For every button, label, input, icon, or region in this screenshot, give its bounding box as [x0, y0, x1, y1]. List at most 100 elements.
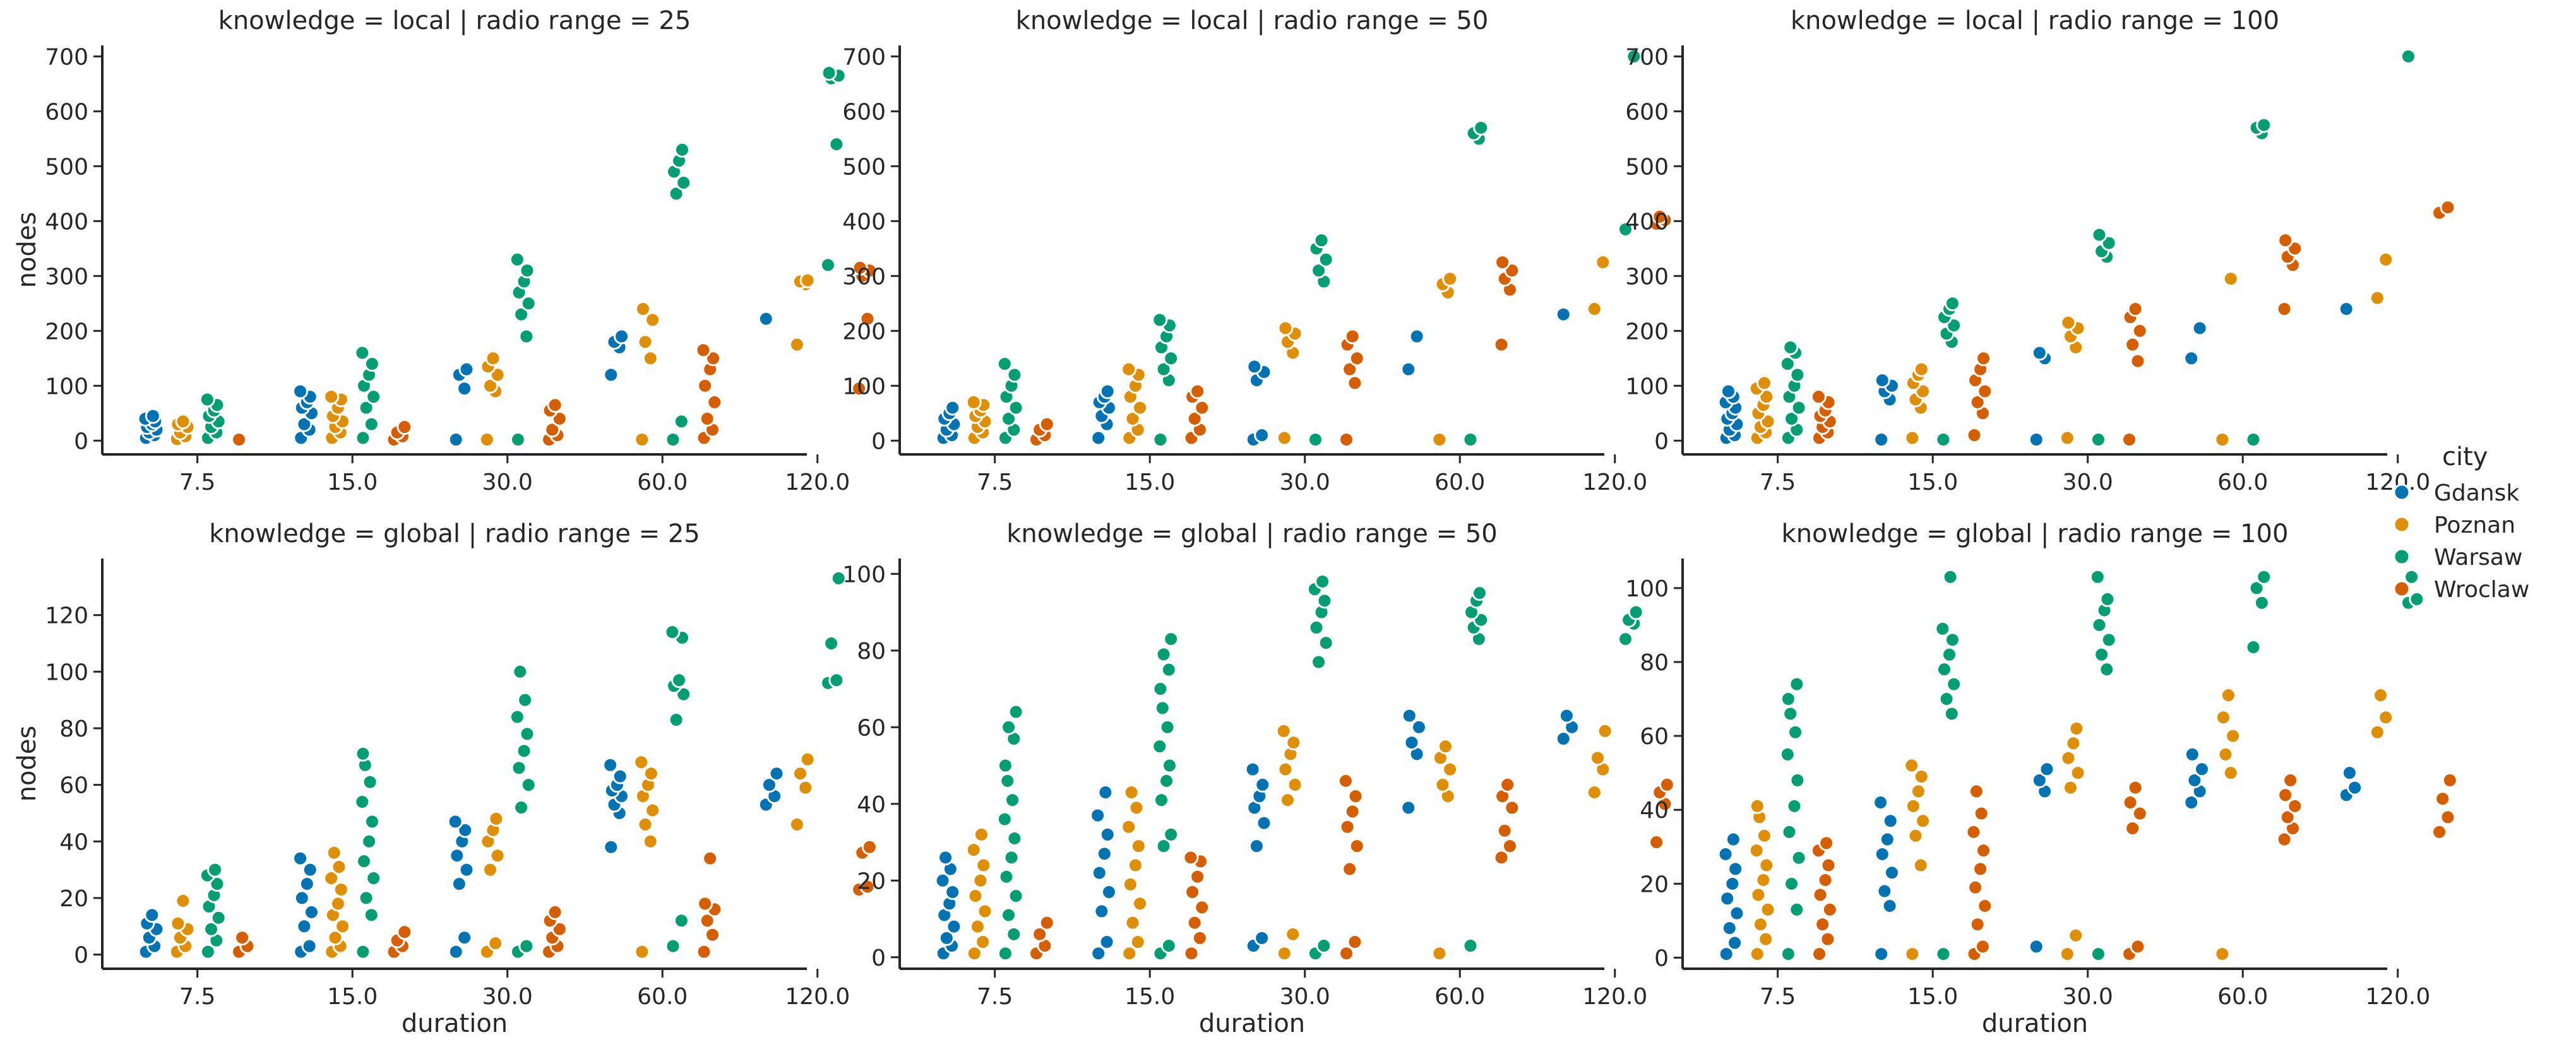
data-point-warsaw: [998, 868, 1015, 885]
data-point-warsaw: [516, 743, 532, 759]
data-point-gdansk: [2028, 938, 2044, 955]
data-point-wroclaw: [2276, 831, 2293, 848]
data-point-wroclaw: [2132, 322, 2148, 339]
data-point-warsaw: [1935, 620, 1951, 637]
x-tick-label: 30.0: [1280, 984, 1330, 1010]
data-point-wroclaw: [1347, 375, 1363, 391]
data-point-poznan: [487, 935, 504, 952]
data-point-poznan: [642, 833, 659, 849]
data-point-wroclaw: [547, 397, 563, 413]
data-point-poznan: [1130, 933, 1146, 950]
data-point-gdansk: [1099, 383, 1116, 399]
data-point-poznan: [633, 754, 650, 771]
data-point-gdansk: [1727, 935, 1743, 951]
y-tick-label: 100: [45, 660, 88, 685]
x-tick-label: 60.0: [637, 984, 688, 1010]
data-point-warsaw: [2256, 117, 2272, 133]
data-point-gdansk: [2191, 320, 2208, 336]
data-point-warsaw: [1473, 119, 1489, 136]
data-point-warsaw: [364, 813, 380, 830]
data-point-poznan: [645, 802, 661, 819]
data-point-poznan: [789, 816, 805, 832]
data-point-warsaw: [830, 570, 847, 586]
data-point-poznan: [2065, 735, 2082, 752]
data-point-gdansk: [292, 383, 309, 399]
data-point-wroclaw: [1342, 861, 1358, 877]
y-tick-label: 400: [1625, 209, 1669, 235]
data-point-wroclaw: [1184, 884, 1201, 901]
data-point-wroclaw: [397, 924, 413, 940]
y-tick-label: 200: [1625, 319, 1669, 345]
data-point-warsaw: [358, 399, 374, 416]
data-point-poznan: [1756, 827, 1772, 844]
data-point-warsaw: [1786, 798, 1803, 814]
data-point-poznan: [2373, 687, 2389, 704]
x-tick-label: 7.5: [977, 470, 1013, 495]
data-point-poznan: [1904, 757, 1920, 774]
data-point-wroclaw: [1494, 254, 1511, 271]
data-point-wroclaw: [696, 943, 712, 960]
data-point-poznan: [2369, 290, 2385, 306]
data-point-gdansk: [1096, 846, 1112, 862]
data-point-poznan: [637, 334, 653, 350]
x-tick-label: 120.0: [1582, 984, 1647, 1010]
data-point-wroclaw: [2277, 232, 2294, 249]
data-point-wroclaw: [861, 839, 878, 855]
data-point-warsaw: [1780, 691, 1796, 707]
data-point-wroclaw: [2440, 809, 2456, 825]
data-point-warsaw: [199, 391, 215, 408]
data-point-wroclaw: [547, 904, 563, 920]
data-point-wroclaw: [2125, 820, 2141, 836]
data-point-gdansk: [1244, 761, 1261, 778]
data-point-warsaw: [1462, 432, 1479, 448]
data-point-wroclaw: [1039, 914, 1055, 931]
data-point-warsaw: [1160, 938, 1177, 954]
x-tick-label: 15.0: [1124, 470, 1175, 495]
data-point-warsaw: [1313, 232, 1330, 249]
data-point-poznan: [2059, 430, 2075, 446]
legend-title: city: [2442, 442, 2488, 471]
panel-title: knowledge = local | radio range = 25: [218, 6, 691, 35]
data-point-poznan: [1586, 784, 1602, 801]
data-point-poznan: [2214, 432, 2231, 448]
data-point-gdansk: [1100, 884, 1117, 901]
data-point-gdansk: [144, 907, 160, 923]
data-point-poznan: [1437, 738, 1453, 755]
data-point-warsaw: [2248, 580, 2265, 596]
data-point-wroclaw: [1977, 383, 1993, 399]
data-point-gdansk: [448, 943, 464, 960]
data-point-warsaw: [1008, 704, 1024, 720]
data-point-poznan: [2222, 765, 2239, 781]
data-point-wroclaw: [852, 259, 868, 276]
data-point-poznan: [1121, 819, 1137, 835]
data-point-poznan: [1123, 784, 1140, 801]
x-tick-label: 30.0: [482, 470, 533, 495]
data-point-warsaw: [355, 943, 371, 960]
data-point-warsaw: [2256, 569, 2272, 585]
data-point-warsaw: [1318, 251, 1334, 268]
data-point-warsaw: [1154, 700, 1171, 716]
data-point-wroclaw: [1183, 945, 1200, 962]
y-tick-label: 0: [1654, 945, 1669, 971]
data-point-wroclaw: [234, 930, 251, 946]
y-tick-label: 0: [1654, 429, 1669, 454]
scatter-points: [1717, 569, 2458, 962]
data-point-warsaw: [2090, 432, 2106, 448]
facet-panel-global-50: knowledge = global | radio range = 50 0 20…: [842, 519, 1675, 1038]
x-axis-label: duration: [1982, 1009, 2088, 1038]
data-point-poznan: [1752, 916, 1768, 933]
data-point-wroclaw: [1822, 901, 1838, 918]
data-point-wroclaw: [1349, 838, 1365, 855]
data-point-warsaw: [509, 709, 525, 725]
y-tick-label: 0: [871, 429, 886, 454]
data-point-gdansk: [456, 930, 473, 946]
y-tick-label: 100: [45, 374, 88, 399]
data-point-poznan: [1127, 857, 1143, 873]
scatter-points: [138, 570, 878, 960]
data-point-poznan: [2060, 314, 2077, 331]
data-point-poznan: [1750, 887, 1767, 903]
data-point-wroclaw: [1493, 336, 1510, 353]
data-point-warsaw: [512, 663, 528, 680]
data-point-warsaw: [1941, 646, 1958, 663]
data-point-gdansk: [447, 813, 463, 830]
